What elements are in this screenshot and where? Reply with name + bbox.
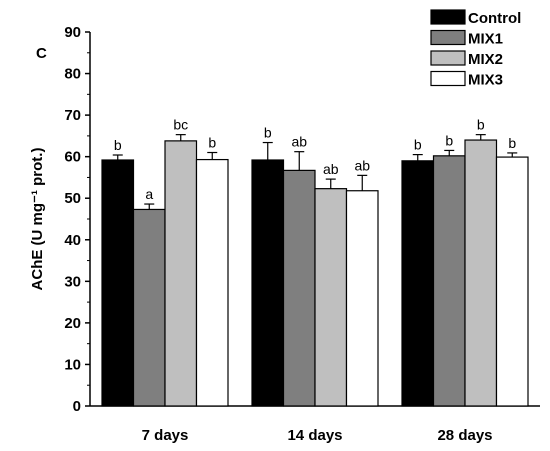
y-tick-label: 50: [64, 190, 81, 207]
significance-label: a: [145, 186, 153, 202]
y-axis-ticks: 0 10 20 30 40 50 60 70 80 90: [64, 24, 90, 415]
significance-label: b: [414, 137, 422, 153]
x-tick-label: 7 days: [142, 427, 189, 444]
significance-label: b: [445, 132, 453, 148]
y-tick-label: 40: [64, 232, 81, 249]
y-tick-label: 90: [64, 24, 81, 41]
bar: [464, 139, 498, 407]
significance-label: ab: [354, 157, 370, 173]
bar: [195, 158, 229, 407]
significance-label: ab: [323, 161, 339, 177]
x-tick-label: 14 days: [287, 427, 342, 444]
bar: [251, 159, 285, 407]
bar: [495, 156, 529, 407]
bar: [282, 169, 316, 407]
legend-label: MIX1: [468, 31, 503, 48]
significance-label: b: [114, 137, 122, 153]
y-tick-label: 20: [64, 315, 81, 332]
significance-label: b: [477, 117, 485, 133]
significance-label: ab: [291, 134, 307, 150]
panel-label: C: [36, 45, 47, 62]
y-tick-label: 70: [64, 107, 81, 124]
legend: Control MIX1 MIX2 MIX3: [430, 9, 521, 89]
legend-label: MIX3: [468, 72, 503, 89]
bar: [432, 155, 466, 407]
significance-label: bc: [173, 117, 188, 133]
y-tick-label: 30: [64, 273, 81, 290]
legend-swatch: [430, 70, 466, 87]
bar: [164, 140, 198, 407]
legend-label: MIX2: [468, 51, 503, 68]
y-axis-title: AChE (U mg⁻¹ prot.): [29, 148, 46, 291]
y-tick-label: 0: [73, 398, 81, 415]
x-tick-label: 28 days: [437, 427, 492, 444]
bar: [132, 208, 166, 407]
bar: [401, 160, 435, 407]
legend-swatch: [430, 50, 466, 66]
significance-label: b: [208, 135, 216, 151]
legend-label: Control: [468, 10, 521, 27]
bar: [345, 190, 379, 407]
significance-label: b: [264, 125, 272, 141]
bar: [314, 188, 348, 407]
bar: [101, 159, 135, 407]
significance-label: b: [508, 135, 516, 151]
y-tick-label: 10: [64, 356, 81, 373]
legend-swatch: [430, 29, 466, 46]
y-tick-label: 60: [64, 149, 81, 166]
x-axis-labels: 7 days 14 days 28 days: [142, 427, 493, 444]
legend-swatch: [430, 9, 466, 25]
y-tick-label: 80: [64, 66, 81, 83]
